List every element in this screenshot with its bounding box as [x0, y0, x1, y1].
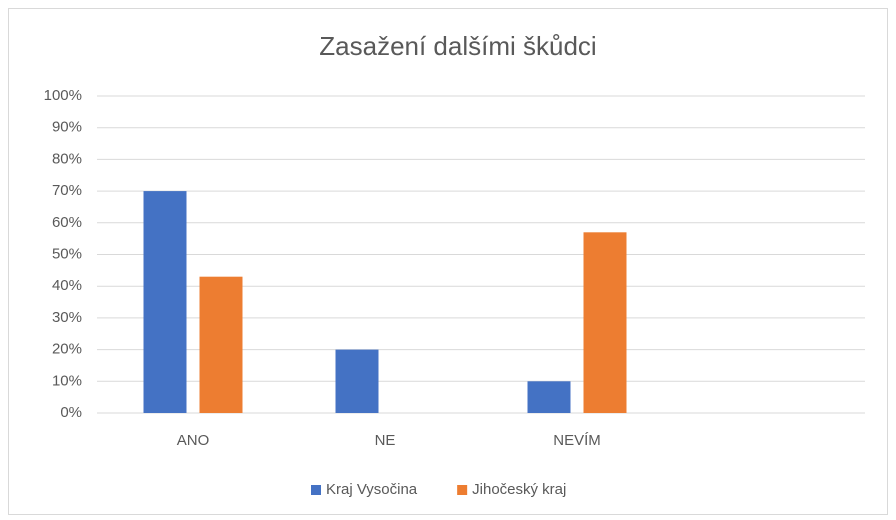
legend-label: Kraj Vysočina — [326, 481, 418, 498]
x-tick-label: NEVÍM — [553, 432, 601, 449]
bar — [199, 276, 243, 413]
legend-label: Jihočeský kraj — [472, 481, 566, 498]
y-tick-label: 0% — [60, 404, 82, 421]
y-tick-label: 80% — [52, 150, 82, 167]
y-tick-label: 40% — [52, 277, 82, 294]
x-tick-label: NE — [375, 432, 396, 449]
bar — [335, 349, 379, 413]
legend-swatch — [311, 485, 321, 495]
bar — [143, 191, 187, 413]
y-tick-label: 20% — [52, 341, 82, 358]
y-tick-label: 70% — [52, 182, 82, 199]
y-tick-label: 100% — [44, 87, 82, 104]
y-tick-label: 30% — [52, 309, 82, 326]
y-tick-label: 60% — [52, 214, 82, 231]
chart-title: Zasažení dalšími škůdci — [319, 31, 596, 61]
legend-swatch — [457, 485, 468, 495]
y-tick-label: 90% — [52, 119, 82, 136]
bar — [527, 381, 571, 413]
chart-border — [8, 8, 888, 515]
x-tick-label: ANO — [177, 432, 210, 449]
y-tick-label: 50% — [52, 245, 82, 262]
y-tick-label: 10% — [52, 372, 82, 389]
bar — [583, 232, 627, 413]
